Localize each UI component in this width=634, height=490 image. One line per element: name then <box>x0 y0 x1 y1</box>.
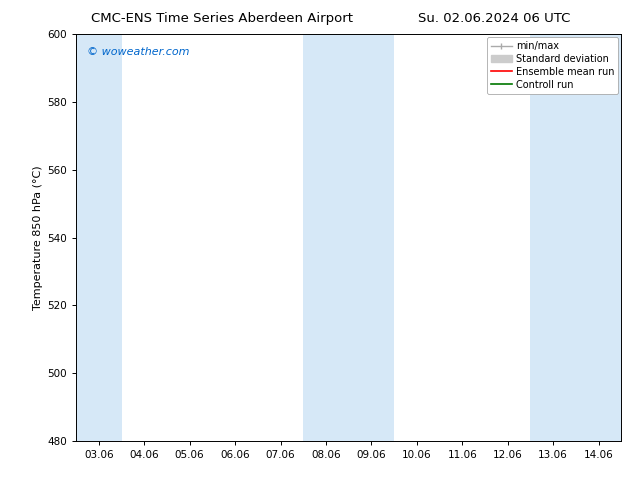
Text: © woweather.com: © woweather.com <box>87 47 190 56</box>
Bar <box>303 34 394 441</box>
Legend: min/max, Standard deviation, Ensemble mean run, Controll run: min/max, Standard deviation, Ensemble me… <box>487 37 618 94</box>
Bar <box>531 34 621 441</box>
Y-axis label: Temperature 850 hPa (°C): Temperature 850 hPa (°C) <box>33 165 43 310</box>
Text: Su. 02.06.2024 06 UTC: Su. 02.06.2024 06 UTC <box>418 12 571 25</box>
Text: CMC-ENS Time Series Aberdeen Airport: CMC-ENS Time Series Aberdeen Airport <box>91 12 353 25</box>
Bar <box>76 34 122 441</box>
